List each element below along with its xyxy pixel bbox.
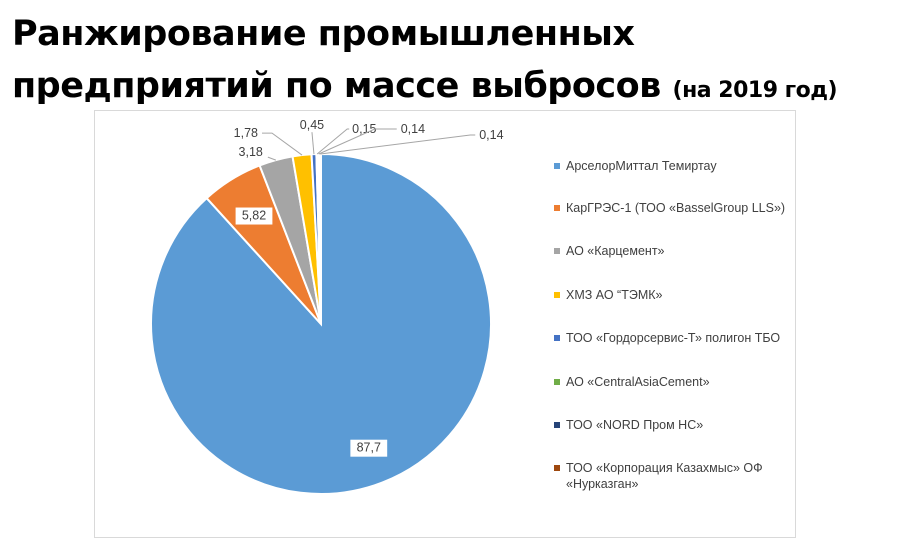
legend-swatch-nordprom	[554, 422, 560, 428]
legend-label-kargres: КарГРЭС-1 (ТОО «BasselGroup LLS»)	[566, 201, 786, 215]
legend-item-kargres: КарГРЭС-1 (ТОО «BasselGroup LLS»)	[554, 200, 794, 216]
leader-line-gordorservis	[311, 132, 315, 155]
legend-item-gordorservis: ТОО «Гордорсервис-Т» полигон ТБО	[554, 330, 794, 346]
legend-label-gordorservis: ТОО «Гордорсервис-Т» полигон ТБО	[566, 331, 781, 345]
title-line-1: Ранжирование промышленных	[12, 14, 635, 54]
data-label-kazakhmys: 0,14	[479, 128, 503, 142]
legend-swatch-karcement	[554, 248, 560, 254]
legend-item-karcement: АО «Карцемент»	[554, 243, 794, 259]
data-label-nordprom: 0,14	[401, 122, 425, 136]
data-label-hmz: 1,78	[234, 126, 258, 140]
legend-item-centralasiacement: АО «CentralAsiaCement»	[554, 374, 794, 390]
leader-line-karcement	[267, 156, 277, 161]
legend-label-karcement: АО «Карцемент»	[566, 244, 665, 258]
legend-label-nordprom: ТОО «NORD Пром НС»	[566, 418, 704, 432]
legend-label-kazakhmys: ТОО «Корпорация Казахмыс» ОФ «Нурказган»	[566, 461, 763, 491]
leader-line-centralasiacement	[316, 128, 350, 155]
legend-swatch-arcelormittal	[554, 163, 560, 169]
legend-item-kazakhmys: ТОО «Корпорация Казахмыс» ОФ «Нурказган»	[554, 460, 794, 492]
legend-label-centralasiacement: АО «CentralAsiaCement»	[566, 375, 710, 389]
data-label-kargres-box	[235, 207, 273, 225]
legend-swatch-gordorservis	[554, 335, 560, 341]
leader-line-kazakhmys	[320, 134, 476, 155]
data-label-arcelormittal: 87,7	[357, 441, 381, 455]
data-label-kargres: 5,82	[242, 209, 266, 223]
legend-item-hmz: ХМЗ АО “ТЭМК»	[554, 287, 794, 303]
legend-swatch-kargres	[554, 205, 560, 211]
leader-line-nordprom	[318, 128, 397, 155]
legend-swatch-kazakhmys	[554, 465, 560, 471]
data-label-karcement: 3,18	[239, 145, 263, 159]
data-label-arcelormittal-box	[350, 439, 388, 457]
data-label-centralasiacement: 0,15	[352, 122, 376, 136]
legend-item-arcelormittal: АрселорМиттал Темиртау	[554, 158, 794, 174]
title-year: (на 2019 год)	[672, 78, 838, 103]
title-line-2: предприятий по массе выбросов (на 2019 г…	[12, 60, 912, 117]
leader-line-hmz	[262, 132, 303, 156]
legend-label-arcelormittal: АрселорМиттал Темиртау	[566, 159, 717, 173]
pie-slice-arcelormittal	[150, 152, 492, 495]
data-label-gordorservis: 0,45	[300, 118, 324, 132]
legend-swatch-hmz	[554, 292, 560, 298]
page-title: Ранжирование промышленных предприятий по…	[12, 8, 912, 117]
legend-swatch-centralasiacement	[554, 379, 560, 385]
legend-item-nordprom: ТОО «NORD Пром НС»	[554, 417, 794, 433]
legend-label-hmz: ХМЗ АО “ТЭМК»	[566, 288, 663, 302]
title-line-2-text: предприятий по массе выбросов	[12, 66, 661, 106]
